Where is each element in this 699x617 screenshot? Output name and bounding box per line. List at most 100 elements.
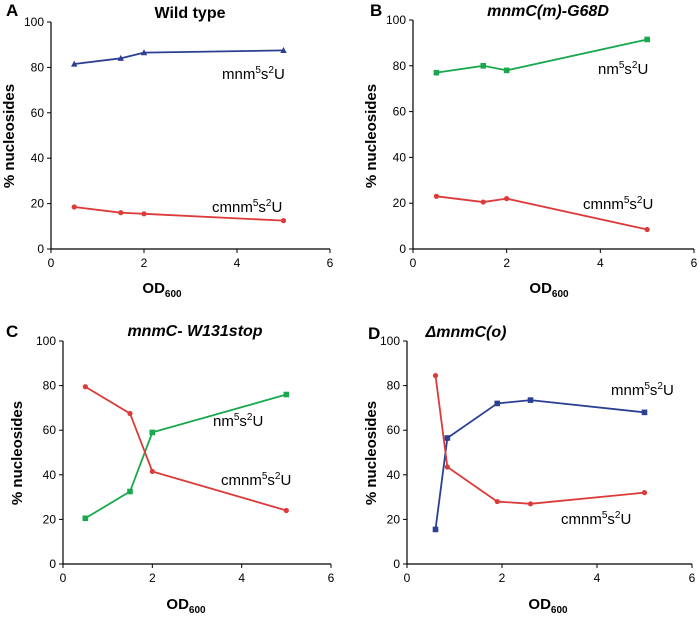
series-cmnm5s2u: cmnm5s2U (433, 193, 653, 233)
y-tick-label: 40 (393, 150, 407, 164)
series-label: nm5s2U (598, 60, 648, 78)
data-point (127, 410, 133, 417)
x-tick-label: 2 (149, 571, 156, 585)
data-point (644, 36, 650, 43)
series-label: cmnm5s2U (583, 195, 653, 213)
series-line (84, 393, 287, 520)
x-tick-label: 0 (410, 256, 417, 270)
y-tick-label: 0 (399, 242, 406, 256)
panel-letter: B (370, 1, 382, 20)
y-tick-label: 40 (387, 468, 401, 482)
data-point (433, 69, 440, 76)
series-cmnm5s2u: cmnm5s2U (82, 384, 291, 514)
y-axis-label: % nucleosides (363, 401, 380, 505)
y-tick-label: 60 (31, 106, 45, 120)
data-point (480, 63, 487, 69)
y-tick-label: 60 (43, 423, 57, 437)
x-tick-label: 6 (691, 256, 698, 270)
series-label: cmnm5s2U (561, 510, 631, 528)
data-point (494, 400, 501, 407)
chart-title: Wild type (155, 5, 226, 22)
x-tick-label: 6 (689, 571, 696, 585)
x-tick-label: 4 (597, 256, 604, 270)
chart-panel-a: A Wild type 0 20 40 60 80 100 0 2 4 6 % nucleosides O… (1, 1, 334, 300)
x-tick-label: 6 (328, 571, 335, 585)
series-nm5s2u: nm5s2U (82, 391, 290, 522)
series-line (84, 385, 287, 512)
x-tick-label: 4 (594, 571, 601, 585)
data-point (117, 54, 124, 61)
y-tick-label: 100 (36, 334, 56, 348)
chart-title: mnmC(m)-G68D (487, 3, 609, 20)
series-label: cmnm5s2U (212, 198, 282, 216)
data-point (527, 397, 534, 403)
y-tick-label: 80 (31, 60, 45, 74)
series-nm5s2u: nm5s2U (433, 36, 650, 78)
data-point (118, 210, 124, 216)
x-tick-label: 6 (327, 256, 334, 270)
data-point (280, 218, 287, 224)
x-axis-label: OD600 (528, 596, 568, 616)
y-tick-label: 60 (387, 423, 401, 437)
chart-title: mnmC- W131stop (127, 323, 262, 340)
data-point (527, 501, 534, 507)
y-tick-label: 0 (393, 557, 400, 571)
y-tick-label: 100 (24, 15, 44, 29)
y-tick-label: 40 (43, 468, 57, 482)
data-point (127, 488, 133, 495)
data-point (444, 464, 450, 470)
x-axis-label: OD600 (529, 280, 569, 300)
data-point (494, 498, 500, 505)
y-axis-label: % nucleosides (1, 84, 18, 188)
data-point (82, 384, 88, 390)
data-point (82, 515, 89, 522)
chart-panel-d: D ΔmnmC(o) 0 20 40 60 80 100 0 2 4 6 % nucleosides OD… (363, 324, 696, 616)
data-point (140, 49, 148, 56)
x-tick-label: 0 (404, 571, 411, 585)
y-tick-label: 20 (387, 512, 401, 526)
data-point (283, 507, 289, 514)
series-label: nm5s2U (213, 412, 263, 430)
x-axis-label: OD600 (142, 280, 182, 300)
y-tick-label: 80 (43, 379, 57, 393)
data-point (280, 46, 287, 53)
y-tick-label: 100 (380, 334, 400, 348)
series-line (436, 195, 648, 231)
panel-letter: D (368, 324, 380, 343)
data-point (432, 372, 439, 379)
series-mnm5s2u: mnm5s2U (71, 46, 287, 83)
data-point (71, 204, 77, 210)
series-line (74, 206, 284, 222)
x-tick-label: 0 (60, 571, 67, 585)
y-tick-label: 20 (43, 512, 57, 526)
data-point (149, 429, 156, 436)
y-axis-label: % nucleosides (363, 84, 380, 188)
y-tick-label: 40 (31, 151, 45, 165)
y-tick-label: 80 (387, 379, 401, 393)
y-tick-label: 60 (393, 105, 407, 119)
series-label: cmnm5s2U (221, 471, 291, 489)
panel-letter: C (6, 322, 18, 341)
series-label: mnm5s2U (611, 381, 674, 399)
x-tick-label: 0 (48, 256, 55, 270)
x-tick-label: 2 (141, 256, 148, 270)
panel-letter: A (6, 1, 18, 20)
x-tick-label: 4 (234, 256, 241, 270)
y-tick-label: 100 (386, 13, 406, 27)
y-tick-label: 20 (31, 197, 45, 211)
x-tick-label: 4 (238, 571, 245, 585)
series-mnm5s2u: mnm5s2U (432, 381, 674, 533)
series-cmnm5s2u: cmnm5s2U (432, 372, 648, 528)
data-point (641, 409, 648, 416)
data-point (644, 226, 650, 233)
data-point (432, 526, 439, 533)
y-tick-label: 20 (393, 196, 407, 210)
data-point (71, 60, 78, 67)
data-point (503, 67, 510, 74)
series-label: mnm5s2U (222, 65, 285, 83)
x-tick-label: 2 (503, 256, 510, 270)
series-line (436, 38, 648, 74)
